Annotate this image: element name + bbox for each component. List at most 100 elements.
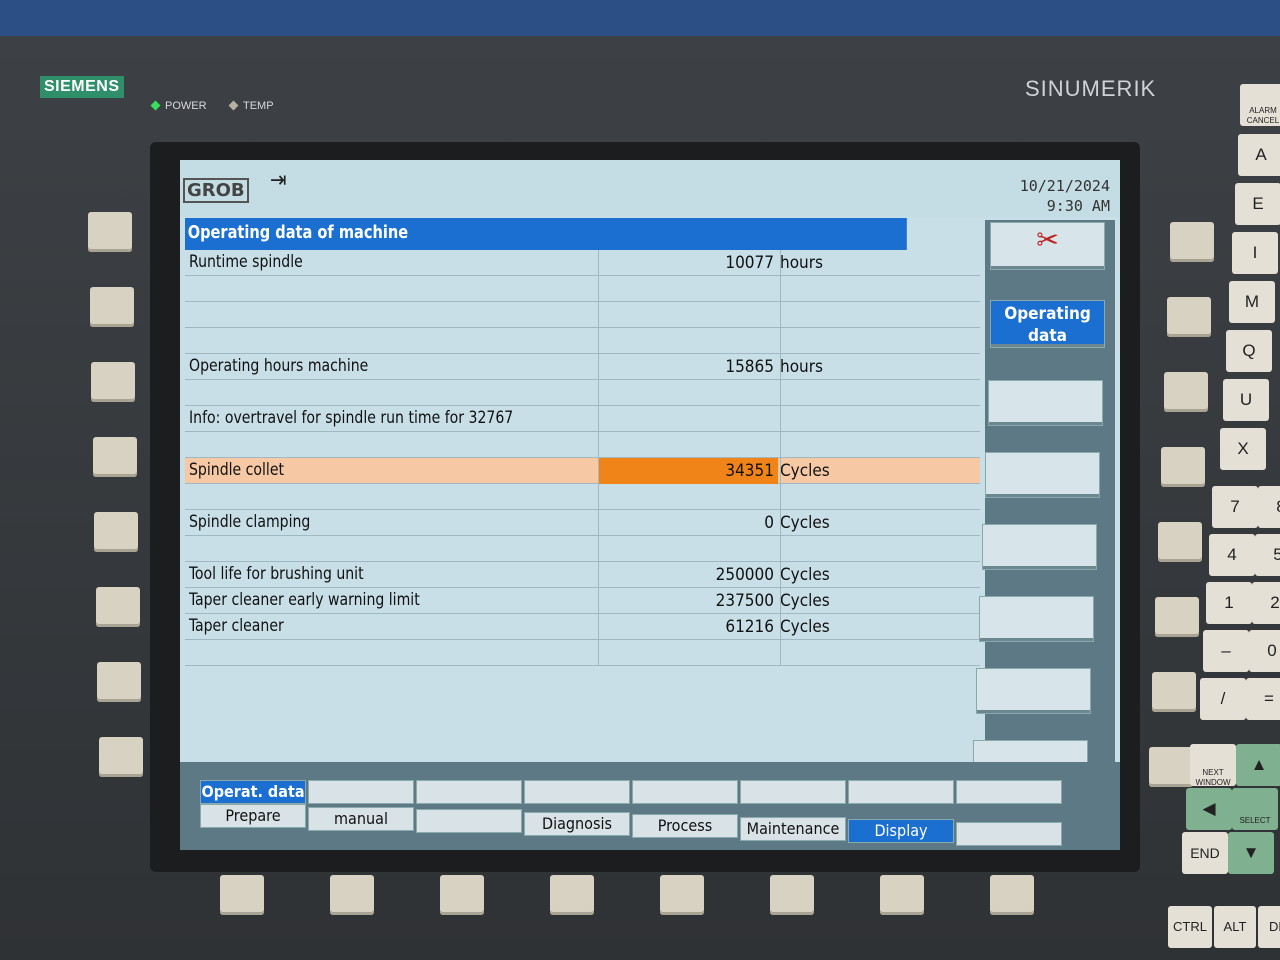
key-x[interactable]: X [1220, 428, 1266, 470]
key-extra[interactable]: 2 [1252, 582, 1280, 624]
column-divider [780, 640, 781, 666]
table-row[interactable] [185, 536, 980, 562]
table-row[interactable] [185, 640, 980, 666]
left-softkey-button[interactable] [97, 662, 141, 702]
table-row[interactable] [185, 484, 980, 510]
table-row[interactable] [185, 432, 980, 458]
right-softkey-button[interactable] [1155, 597, 1199, 637]
row-value [598, 484, 778, 510]
right-softkey-button[interactable] [1152, 672, 1196, 712]
right-softkey-button[interactable] [1149, 747, 1193, 787]
table-row[interactable]: Info: overtravel for spindle run time fo… [185, 406, 980, 432]
bottom-softkey-button[interactable] [550, 875, 594, 915]
bottom-softkey-button[interactable] [770, 875, 814, 915]
key-3[interactable]: – [1203, 630, 1249, 672]
table-row[interactable] [185, 380, 980, 406]
key-extra[interactable]: 0 [1249, 630, 1280, 672]
arrow-up-icon[interactable]: ▲ [1236, 744, 1280, 786]
right-softkey-button[interactable] [1170, 222, 1214, 262]
arrow-left-icon[interactable]: ◀ [1186, 788, 1232, 830]
left-softkey-button[interactable] [89, 287, 134, 327]
table-row[interactable]: Runtime spindle 10077 hours [185, 250, 980, 276]
softkey-top-1[interactable]: Operat. data [200, 780, 306, 804]
exit-arrow-icon[interactable]: ⇥ [270, 168, 287, 193]
table-row[interactable]: Taper cleaner 61216 Cycles [185, 614, 980, 640]
softkey-manual[interactable]: manual [308, 806, 414, 831]
ctrl-button[interactable]: CTRL [1168, 906, 1212, 948]
table-row[interactable]: Operating hours machine 15865 hours [185, 354, 980, 380]
right-softkey-button[interactable] [1164, 372, 1208, 412]
right-softkey-button[interactable] [1161, 447, 1205, 487]
key-extra[interactable]: 8 [1258, 486, 1280, 528]
key-e[interactable]: E [1235, 183, 1280, 225]
left-softkey-button[interactable] [94, 512, 138, 552]
vertical-softkey-5[interactable] [982, 524, 1097, 570]
left-softkey-button[interactable] [95, 587, 140, 627]
left-softkey-button[interactable] [92, 437, 137, 477]
softkey-display[interactable]: Display [848, 819, 954, 843]
row-value: 237500 [598, 588, 778, 614]
bottom-softkey-button[interactable] [660, 875, 704, 915]
key-m[interactable]: M [1229, 281, 1275, 323]
softkey-diagnosis[interactable]: Diagnosis [524, 811, 630, 836]
softkey-top-5[interactable] [632, 780, 738, 804]
softkey-top-8[interactable] [956, 780, 1062, 804]
key-u[interactable]: U [1223, 379, 1269, 421]
softkey-top-2[interactable] [308, 780, 414, 804]
table-row[interactable]: Taper cleaner early warning limit 237500 C… [185, 588, 980, 614]
vertical-softkey-3[interactable] [988, 380, 1103, 426]
delete-button[interactable]: DE [1258, 906, 1280, 948]
row-unit: Cycles [780, 591, 830, 611]
row-value [598, 432, 778, 458]
siemens-logo: SIEMENS [40, 76, 124, 98]
key-q[interactable]: Q [1226, 330, 1272, 372]
bottom-softkey-button[interactable] [330, 875, 374, 915]
right-softkey-button[interactable] [1158, 522, 1202, 562]
table-row[interactable] [185, 328, 980, 354]
bottom-softkey-button[interactable] [440, 875, 484, 915]
softkey-top-3[interactable] [416, 780, 522, 804]
key-a[interactable]: A [1238, 134, 1280, 176]
left-softkey-button[interactable] [88, 212, 132, 252]
alarm-cancel-button[interactable]: ALARM CANCEL [1240, 84, 1280, 126]
tools-icon[interactable]: ✂ [990, 222, 1105, 270]
key-2[interactable]: 1 [1206, 582, 1252, 624]
softkey-operating-data[interactable]: Operating data [990, 300, 1105, 348]
left-softkey-button[interactable] [98, 737, 143, 777]
arrow-down-icon[interactable]: ▼ [1228, 832, 1274, 874]
next-window-button[interactable]: NEXT WINDOW [1190, 744, 1236, 787]
vertical-softkey-7[interactable] [976, 668, 1091, 714]
column-divider [780, 276, 781, 302]
key-extra[interactable]: 5 [1255, 534, 1280, 576]
softkey-top-7[interactable] [848, 780, 954, 804]
column-divider [780, 510, 781, 536]
softkey-blank-7[interactable] [956, 821, 1062, 846]
row-label: Operating hours machine [189, 356, 369, 376]
softkey-blank-2[interactable] [416, 809, 522, 833]
table-row[interactable]: Spindle clamping 0 Cycles [185, 510, 980, 536]
table-row[interactable] [185, 302, 980, 328]
right-softkey-button[interactable] [1167, 297, 1211, 337]
key-0[interactable]: 7 [1212, 486, 1258, 528]
softkey-top-6[interactable] [740, 780, 846, 804]
end-button[interactable]: END [1182, 832, 1228, 874]
table-row[interactable]: Tool life for brushing unit 250000 Cycles [185, 562, 980, 588]
softkey-prepare[interactable]: Prepare [200, 804, 306, 828]
vertical-softkey-6[interactable] [979, 596, 1094, 642]
key-1[interactable]: 4 [1209, 534, 1255, 576]
left-softkey-button[interactable] [91, 362, 135, 402]
key-i[interactable]: I [1232, 232, 1278, 274]
softkey-maintenance[interactable]: Maintenance [740, 816, 846, 841]
key-extra[interactable]: = [1246, 678, 1280, 720]
table-row[interactable] [185, 276, 980, 302]
softkey-top-4[interactable] [524, 780, 630, 804]
bottom-softkey-button[interactable] [990, 875, 1034, 915]
softkey-process[interactable]: Process [632, 814, 738, 838]
table-row[interactable]: Spindle collet 34351 Cycles [185, 458, 980, 484]
bottom-softkey-button[interactable] [220, 875, 264, 915]
bottom-softkey-button[interactable] [880, 875, 924, 915]
alt-button[interactable]: ALT [1214, 906, 1256, 948]
vertical-softkey-4[interactable] [985, 452, 1100, 498]
select-button[interactable]: SELECT [1232, 788, 1278, 830]
key-4[interactable]: / [1200, 678, 1246, 720]
